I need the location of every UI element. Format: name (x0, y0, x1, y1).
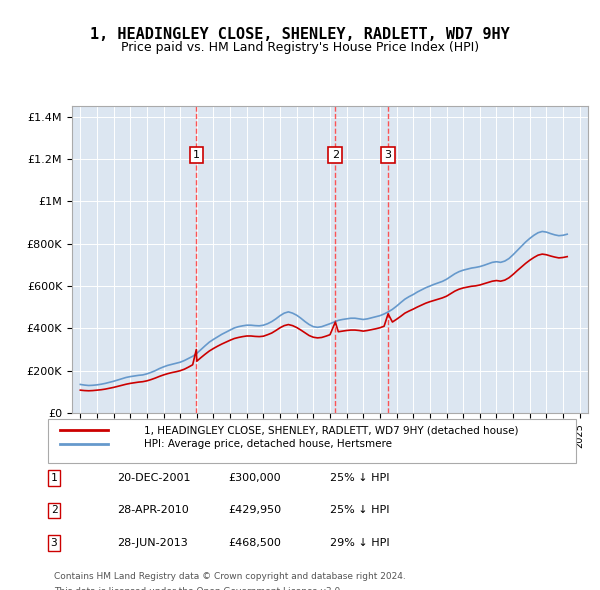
Text: £468,500: £468,500 (228, 538, 281, 548)
Text: Price paid vs. HM Land Registry's House Price Index (HPI): Price paid vs. HM Land Registry's House … (121, 41, 479, 54)
Text: 20-DEC-2001: 20-DEC-2001 (117, 473, 191, 483)
Text: 3: 3 (385, 150, 392, 160)
Text: £429,950: £429,950 (228, 506, 281, 515)
Text: 1, HEADINGLEY CLOSE, SHENLEY, RADLETT, WD7 9HY: 1, HEADINGLEY CLOSE, SHENLEY, RADLETT, W… (90, 27, 510, 41)
Text: Contains HM Land Registry data © Crown copyright and database right 2024.: Contains HM Land Registry data © Crown c… (54, 572, 406, 581)
Text: 1: 1 (50, 473, 58, 483)
Text: 25% ↓ HPI: 25% ↓ HPI (330, 473, 389, 483)
Text: 2: 2 (332, 150, 339, 160)
Text: 2: 2 (50, 506, 58, 515)
Text: This data is licensed under the Open Government Licence v3.0.: This data is licensed under the Open Gov… (54, 587, 343, 590)
Text: 1, HEADINGLEY CLOSE, SHENLEY, RADLETT, WD7 9HY (detached house): 1, HEADINGLEY CLOSE, SHENLEY, RADLETT, W… (144, 425, 518, 435)
Text: 25% ↓ HPI: 25% ↓ HPI (330, 506, 389, 515)
Text: 29% ↓ HPI: 29% ↓ HPI (330, 538, 389, 548)
Text: HPI: Average price, detached house, Hertsmere: HPI: Average price, detached house, Hert… (144, 439, 392, 449)
Text: 28-JUN-2013: 28-JUN-2013 (117, 538, 188, 548)
Text: 28-APR-2010: 28-APR-2010 (117, 506, 189, 515)
Text: 3: 3 (50, 538, 58, 548)
Text: £300,000: £300,000 (228, 473, 281, 483)
Text: 1: 1 (193, 150, 200, 160)
